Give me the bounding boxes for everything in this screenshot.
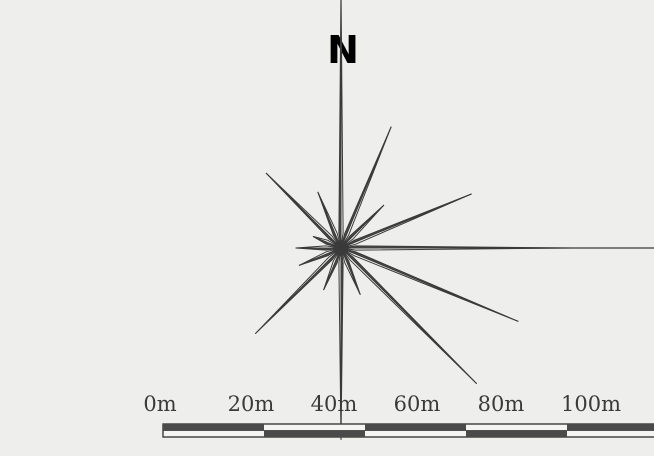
scale-tick-label: 60m — [394, 392, 441, 416]
rose-petal-light — [340, 193, 472, 249]
rose-petal-light — [265, 172, 342, 249]
scale-tick-label: 40m — [311, 392, 358, 416]
scale-tick-label: 0m — [143, 392, 176, 416]
rose-petal-light — [340, 247, 478, 385]
scale-bar-segment — [567, 424, 654, 431]
rose-petal-light — [295, 245, 342, 249]
rose-petal-light — [340, 204, 385, 249]
scale-tick-label: 80m — [478, 392, 525, 416]
scale-tick-label: 20m — [228, 392, 275, 416]
rose-petal-light — [340, 247, 361, 295]
rose-petal-light — [338, 247, 342, 440]
scale-tick-label: 100m — [561, 392, 621, 416]
north-label: N — [327, 28, 359, 72]
scale-bar-segment — [163, 424, 264, 431]
rose-petal-light — [340, 247, 574, 251]
scale-bar-segment — [466, 430, 567, 437]
scale-bar-segment — [264, 430, 365, 437]
rose-petal-light — [340, 126, 392, 249]
rose-petal-light — [312, 235, 342, 249]
rose-petals — [254, 0, 654, 440]
rose-petal-light — [317, 191, 342, 249]
rose-petal-light — [323, 247, 342, 291]
rose-petal-light — [340, 0, 344, 249]
rose-petal-light — [254, 247, 342, 335]
rose-petal-light — [298, 247, 342, 266]
scale-bar-segment — [365, 424, 466, 431]
rose-petal-light — [340, 247, 519, 322]
scale-bar: 0m 20m 40m 60m 80m 100m — [143, 392, 654, 438]
